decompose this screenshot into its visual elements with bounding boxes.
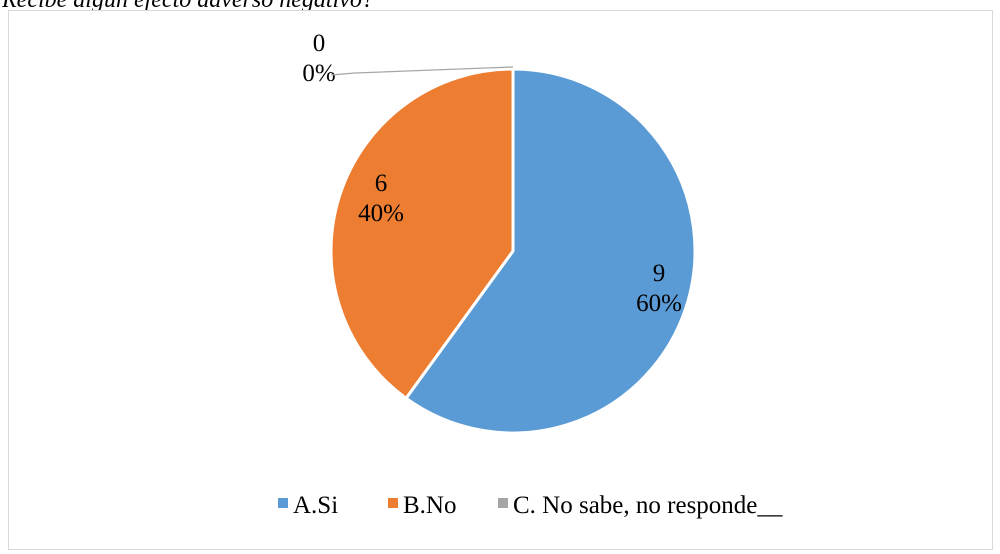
pie-chart: 9 60% 6 40% 0 0% A.Si B.No C. No sabe, no respo… xyxy=(278,30,783,519)
legend-label-a-si: A.Si xyxy=(293,492,338,519)
legend-swatch-b-no xyxy=(388,498,398,508)
legend-swatch-a-si xyxy=(278,498,288,508)
data-label-value-b-no: 6 xyxy=(375,170,388,197)
pie-slice-a-si xyxy=(403,67,697,435)
slice-labels: 9 60% 6 40% 0 0% xyxy=(302,30,682,317)
legend-label-b-no: B.No xyxy=(403,492,456,519)
legend-label-c-no-sabe-no-responde: C. No sabe, no responde__ xyxy=(513,492,783,519)
leader-line-c-no-sabe-no-responde xyxy=(330,66,514,76)
legend-swatch-c-no-sabe-no-responde xyxy=(498,498,508,508)
pie-slices xyxy=(329,67,697,435)
data-label-percent-a-si: 60% xyxy=(636,290,682,317)
data-label-value-a-si: 9 xyxy=(653,260,666,287)
cropped-caption: Recibe algún efecto adverso negativo? xyxy=(0,0,520,14)
pie-slice-b-no xyxy=(329,67,515,401)
data-label-value-c-no-sabe-no-responde: 0 xyxy=(313,30,326,57)
data-label-percent-c-no-sabe-no-responde: 0% xyxy=(302,60,335,87)
chart-area: 9 60% 6 40% 0 0% A.Si B.No C. No sabe, no respo… xyxy=(8,10,993,550)
data-label-percent-b-no: 40% xyxy=(358,200,404,227)
cropped-caption-text: Recibe algún efecto adverso negativo? xyxy=(2,0,374,13)
legend: A.Si B.No C. No sabe, no responde__ xyxy=(278,492,783,519)
